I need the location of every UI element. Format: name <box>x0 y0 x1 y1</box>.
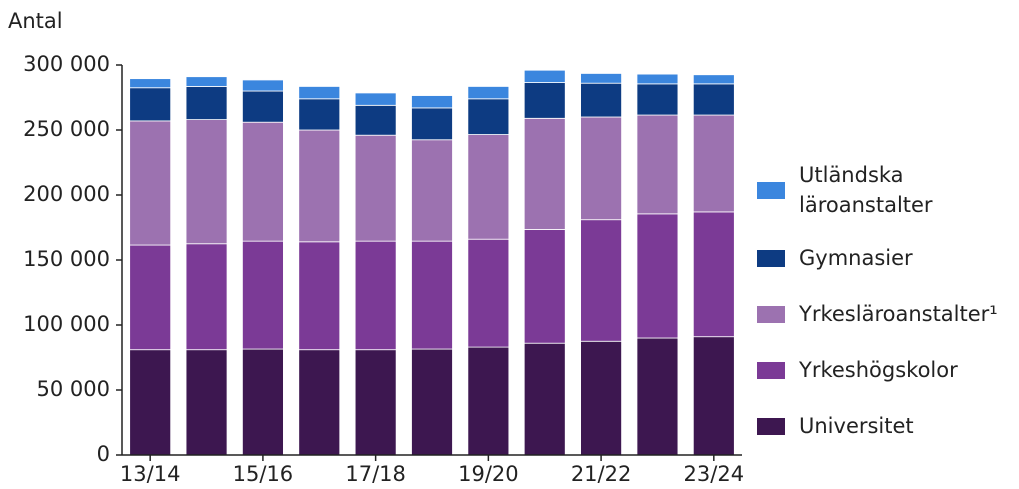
bar-segment <box>580 73 622 84</box>
bar-segment <box>129 87 172 122</box>
bar-segment <box>298 349 341 456</box>
x-tick-label: 23/24 <box>684 462 745 486</box>
y-tick-label: 250 000 <box>23 117 110 141</box>
legend-label: Gymnasier <box>799 246 913 270</box>
legend-swatch <box>757 181 785 199</box>
bar-segment <box>298 86 341 100</box>
x-tick-label: 15/16 <box>233 462 294 486</box>
legend-label: Yrkesläroanstalter¹ <box>799 302 998 326</box>
bar-segment <box>411 348 453 456</box>
bar-segment <box>411 107 453 141</box>
legend-label: Universitet <box>799 414 914 438</box>
bar-segment <box>185 349 228 456</box>
bar-segment <box>185 76 228 87</box>
bar-segment <box>354 104 397 136</box>
bar-segment <box>636 337 679 456</box>
bar-segment <box>411 139 453 242</box>
bar-segment <box>692 114 735 213</box>
bar-segment <box>242 90 284 123</box>
bar-segment <box>185 119 228 245</box>
x-tick-label: 19/20 <box>458 462 519 486</box>
bar-segment <box>692 74 735 85</box>
bar-segment <box>523 229 566 344</box>
bar-segment <box>692 336 735 456</box>
bar-segment <box>129 120 172 246</box>
y-tick-label: 150 000 <box>23 247 110 271</box>
bar-segment <box>523 69 566 83</box>
bar-segment <box>467 98 510 135</box>
bar-segment <box>129 349 172 456</box>
y-tick-label: 50 000 <box>37 377 110 401</box>
legend-item: Universitet <box>757 398 1007 454</box>
y-tick-label: 0 <box>97 442 110 466</box>
bar-segment <box>411 240 453 350</box>
legend-label: Utländska läroanstalter <box>799 163 933 217</box>
legend-swatch <box>757 249 785 267</box>
legend-item: Yrkeshögskolor <box>757 342 1007 398</box>
legend: Utländska läroanstalter Gymnasier Yrkeslär… <box>757 150 1007 454</box>
bar-segment <box>354 349 397 456</box>
y-tick-label: 300 000 <box>23 52 110 76</box>
bar-segment <box>242 348 284 456</box>
bar-segment <box>692 83 735 116</box>
legend-swatch <box>757 361 785 379</box>
bar-segment <box>467 134 510 240</box>
bar-segment <box>580 82 622 118</box>
bar-segment <box>636 73 679 85</box>
bar-segment <box>636 83 679 116</box>
bar-segment <box>354 92 397 106</box>
bar-segment <box>692 211 735 338</box>
bar-segment <box>467 238 510 348</box>
bar-segment <box>242 79 284 92</box>
y-tick-label: 200 000 <box>23 182 110 206</box>
x-tick-label: 17/18 <box>345 462 406 486</box>
bar-segment <box>580 219 622 342</box>
bar-segment <box>523 342 566 456</box>
bar-segment <box>242 121 284 242</box>
bar-segment <box>185 86 228 120</box>
legend-swatch <box>757 305 785 323</box>
bar-segment <box>580 116 622 221</box>
bar-segment <box>298 98 341 131</box>
bar-segment <box>636 114 679 215</box>
bar-segment <box>354 134 397 242</box>
y-axis-label: Antal <box>8 9 63 33</box>
bar-segment <box>523 82 566 119</box>
bar-segment <box>298 241 341 351</box>
bar-segment <box>580 340 622 456</box>
bar-segment <box>467 86 510 100</box>
bar-segment <box>467 346 510 456</box>
bar-segment <box>129 78 172 89</box>
x-tick-label: 13/14 <box>120 462 181 486</box>
legend-label: Yrkeshögskolor <box>799 358 958 382</box>
bar-segment <box>411 95 453 109</box>
legend-item: Gymnasier <box>757 230 1007 286</box>
bar-segment <box>636 213 679 339</box>
bar-segment <box>354 240 397 351</box>
bar-segment <box>298 129 341 243</box>
x-tick-label: 21/22 <box>571 462 632 486</box>
bar-segment <box>129 244 172 351</box>
legend-swatch <box>757 417 785 435</box>
legend-item: Utländska läroanstalter <box>757 150 1007 230</box>
bar-segment <box>523 117 566 230</box>
bar-segment <box>185 243 228 351</box>
y-tick-label: 100 000 <box>23 312 110 336</box>
bar-segment <box>242 240 284 350</box>
legend-item: Yrkesläroanstalter¹ <box>757 286 1007 342</box>
